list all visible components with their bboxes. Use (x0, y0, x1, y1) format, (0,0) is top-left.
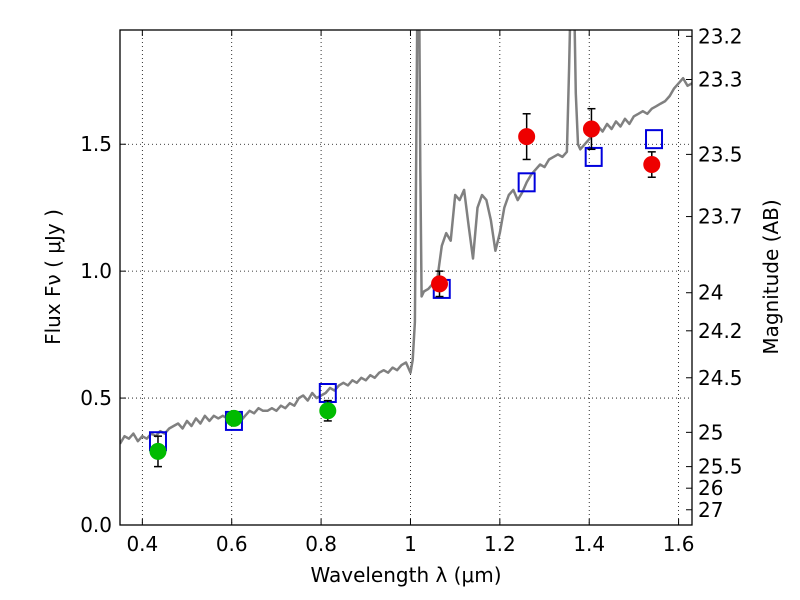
y-tick-label: 0.0 (80, 513, 112, 537)
observed-point (643, 156, 661, 174)
right-tick-label: 23.3 (698, 68, 743, 92)
plot-frame (119, 29, 693, 526)
right-axis-label: Magnitude (AB) (759, 199, 783, 354)
y-tick-label: 1.0 (80, 259, 112, 283)
plot-area (120, 30, 692, 468)
observed-point (518, 128, 536, 146)
right-tick-label: 23.5 (698, 142, 743, 166)
right-tick-label: 23.7 (698, 205, 743, 229)
model-spectrum-line (120, 30, 692, 445)
observed-point (431, 275, 449, 293)
right-tick-label: 24.2 (698, 319, 743, 343)
model-photometry-square (517, 172, 536, 193)
x-tick-label: 1.2 (484, 532, 516, 556)
observed-point (149, 442, 167, 460)
model-photometry-square (584, 146, 603, 167)
right-tick-label: 24 (698, 281, 723, 305)
model-photometry-square (318, 383, 337, 403)
observed-point (225, 409, 243, 427)
right-tick-label: 25 (698, 420, 723, 444)
grid-lines (120, 30, 692, 526)
right-tick-label: 27 (698, 498, 723, 522)
observed-point (582, 120, 600, 138)
right-tick-label: 24.5 (698, 366, 743, 390)
y-tick-label: 0.5 (80, 386, 112, 410)
axis-ticks: 0.4 0.6 0.8 1 1.2 1.4 1.6 0.0 0.5 1.0 1.5 23.2 23.3 2… (80, 24, 742, 556)
y-axis-label: Flux Fν ( μJy ) (41, 209, 65, 345)
y-tick-label: 1.5 (80, 132, 112, 156)
x-tick-label: 1 (404, 532, 417, 556)
x-axis-label: Wavelength λ (μm) (310, 563, 501, 587)
model-photometry-square (645, 129, 664, 150)
observed-point (319, 402, 337, 420)
right-tick-label: 23.2 (698, 24, 743, 48)
x-tick-label: 0.8 (305, 532, 337, 556)
right-tick-label: 26 (698, 476, 723, 500)
x-tick-label: 0.6 (216, 532, 248, 556)
right-tick-label: 25.5 (698, 455, 743, 479)
x-tick-label: 0.4 (126, 532, 158, 556)
x-tick-label: 1.4 (573, 532, 605, 556)
x-tick-label: 1.6 (663, 532, 695, 556)
